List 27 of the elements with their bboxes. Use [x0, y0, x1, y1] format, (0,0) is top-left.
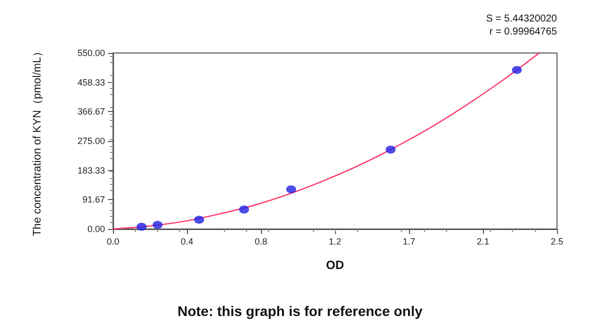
text: Note: this graph is for reference only	[177, 303, 423, 319]
y-tick-label: 275.00	[77, 136, 105, 146]
y-tick-label: 366.67	[77, 106, 105, 117]
line-series	[112, 52, 540, 230]
point	[512, 66, 522, 74]
point	[286, 185, 296, 194]
point	[194, 216, 204, 224]
x-tick-label: 2.1	[476, 236, 490, 246]
x-tick-label: 1.2	[328, 236, 342, 246]
x-tick-label: 0.0	[106, 236, 120, 246]
point	[386, 146, 396, 154]
text: r = 0.99964765	[489, 26, 558, 38]
x-tick-label: 0.4	[180, 236, 194, 246]
point	[136, 222, 147, 231]
x-tick-label: 1.7	[402, 236, 416, 246]
point	[152, 220, 163, 229]
x-tick-label: 0.8	[254, 236, 268, 246]
x-tick-label: 2.5	[550, 236, 564, 246]
text: S = 5.44320020	[486, 14, 558, 24]
y-tick-label: 0.00	[87, 224, 105, 234]
y-tick-label: 183.33	[77, 165, 105, 176]
y-axis-title: The concentration of KYN（pmol/mL）	[32, 46, 44, 236]
x-axis-title: OD	[326, 258, 344, 272]
point	[239, 205, 250, 214]
y-tick-label: 91.67	[82, 194, 105, 205]
y-tick-label: 458.33	[77, 77, 105, 88]
y-tick-label: 550.00	[77, 48, 105, 58]
